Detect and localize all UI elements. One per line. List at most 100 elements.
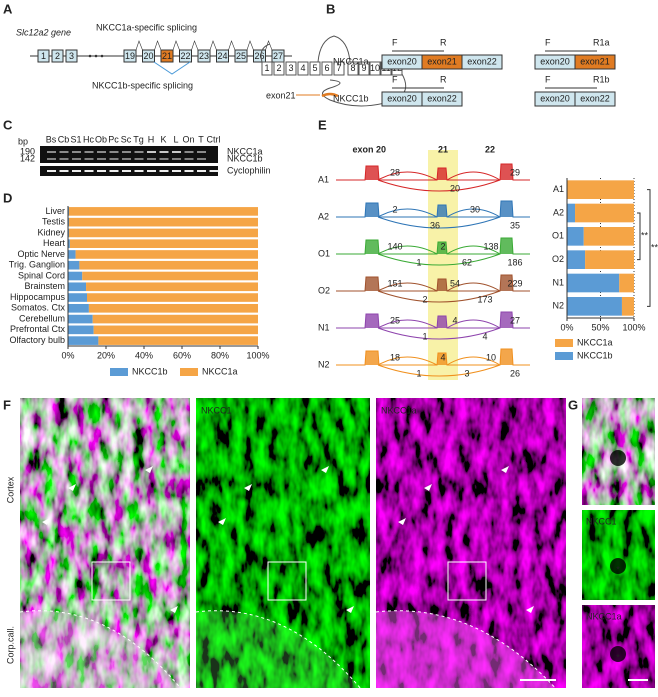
coverage xyxy=(336,200,530,218)
lane-label: K xyxy=(160,134,166,144)
loop xyxy=(317,35,351,63)
band-label: NKCC1b xyxy=(227,153,263,163)
band xyxy=(84,158,94,160)
bar xyxy=(68,228,258,238)
y-tick-label: Liver xyxy=(45,206,65,216)
transmembrane xyxy=(358,61,370,76)
bar xyxy=(93,325,259,335)
bar xyxy=(79,260,259,270)
ellipsis-dot xyxy=(94,54,98,58)
micrograph xyxy=(196,398,370,688)
junction-count: 4 xyxy=(452,315,457,325)
row-label: O1 xyxy=(318,248,330,258)
channel-label: NKCC1 xyxy=(586,516,617,526)
transmembrane xyxy=(369,61,381,76)
junction-count: 29 xyxy=(510,167,520,177)
y-tick-label: Spinal Cord xyxy=(18,270,65,280)
tm-label: 6 xyxy=(324,63,329,73)
bar xyxy=(88,304,259,313)
band xyxy=(197,151,206,153)
exon xyxy=(234,49,248,63)
x-tick-label: 100% xyxy=(246,350,269,360)
coverage xyxy=(336,274,530,292)
roi-box xyxy=(91,561,131,601)
y-tick-label: Heart xyxy=(43,238,66,248)
corpus-callosum-region xyxy=(20,610,188,697)
primer-label: F xyxy=(392,74,398,84)
tm-label: 10 xyxy=(370,63,380,73)
band xyxy=(109,158,119,160)
y-tick-label: Olfactory bulb xyxy=(9,335,65,345)
bar xyxy=(82,271,258,281)
exon-label: 21 xyxy=(162,51,172,61)
x-tick-label: 100% xyxy=(622,322,645,332)
ellipsis-dot xyxy=(88,54,92,58)
exon-label: exon20 xyxy=(540,93,570,103)
isoform-label: NKCC1a xyxy=(333,56,369,66)
lane-label: Ob xyxy=(95,134,107,144)
x-tick-label: 0% xyxy=(61,350,74,360)
cell-soma xyxy=(610,558,626,574)
exon-box xyxy=(421,91,463,107)
x-tick-label: 80% xyxy=(211,350,229,360)
bar xyxy=(583,227,634,246)
band xyxy=(59,170,69,172)
junction-count: 10 xyxy=(486,352,496,362)
primer-label: R1a xyxy=(593,37,610,47)
bar xyxy=(68,207,258,216)
band xyxy=(122,170,131,172)
band xyxy=(184,170,194,172)
tm-label: 5 xyxy=(312,63,317,73)
band xyxy=(72,170,81,172)
y-tick-label: Brainstem xyxy=(24,281,65,291)
exon-label: 1 xyxy=(41,51,46,61)
bar xyxy=(68,314,93,324)
junction-arc xyxy=(377,245,501,266)
band xyxy=(159,158,169,160)
bar xyxy=(75,250,258,259)
transmembrane xyxy=(309,61,321,76)
band xyxy=(197,170,206,172)
splice-arc xyxy=(135,40,143,51)
junction-count: 4 xyxy=(440,352,445,362)
cell-marker: * xyxy=(616,652,620,662)
exon xyxy=(179,49,192,63)
bar xyxy=(69,239,259,248)
exon-label: 23 xyxy=(199,51,209,61)
splice-arc xyxy=(172,40,180,51)
exon-header: 22 xyxy=(485,144,495,154)
cell-marker: * xyxy=(616,564,620,574)
legend-label: NKCC1a xyxy=(577,337,613,347)
exon xyxy=(160,49,174,63)
bar xyxy=(619,273,634,293)
splice-label: NKCC1a-specific splicing xyxy=(96,22,197,32)
lane-label: Cb xyxy=(58,134,70,144)
band xyxy=(109,170,119,172)
channel-label: NKCC1a xyxy=(586,611,622,621)
y-tick-label: Kidney xyxy=(37,227,65,237)
bar xyxy=(621,297,634,316)
junction-count: 25 xyxy=(390,315,400,325)
coverage xyxy=(336,311,530,329)
junction-count: 138 xyxy=(483,241,498,251)
row-label: N2 xyxy=(318,359,330,369)
tm-label: 9 xyxy=(361,63,366,73)
exon-label: exon22 xyxy=(467,56,497,66)
transmembrane xyxy=(333,61,345,76)
bar xyxy=(567,250,586,269)
y-tick-label: Trig. Ganglion xyxy=(9,260,65,270)
exon-header: 21 xyxy=(438,144,448,154)
band xyxy=(84,170,94,172)
bar xyxy=(585,250,634,269)
exon xyxy=(51,49,64,63)
region-boundary xyxy=(195,610,369,697)
exon-header: exon 20 xyxy=(352,144,386,154)
transmembrane xyxy=(321,61,333,76)
exon xyxy=(37,49,50,63)
row-label: O2 xyxy=(318,285,330,295)
coverage xyxy=(336,163,530,181)
arrowhead xyxy=(244,484,252,491)
transmembrane xyxy=(261,61,273,76)
junction-count: 36 xyxy=(430,220,440,230)
